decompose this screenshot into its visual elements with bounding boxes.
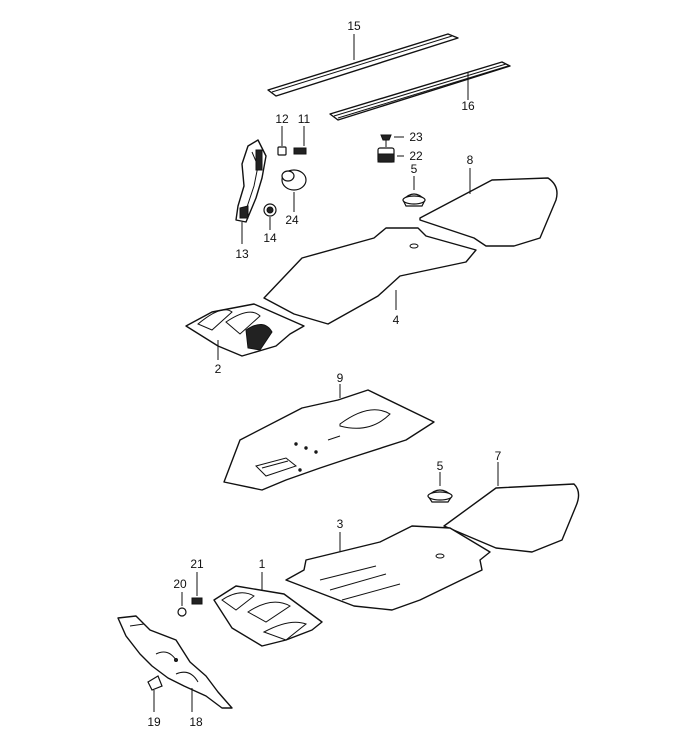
callout-23: 23 bbox=[409, 130, 423, 144]
callout-1: 1 bbox=[259, 557, 266, 571]
floor-mat-7 bbox=[443, 483, 580, 553]
floor-mat-8 bbox=[419, 177, 558, 247]
callout-22: 22 bbox=[409, 149, 423, 163]
callout-20: 20 bbox=[173, 577, 187, 591]
callout-5-upper: 5 bbox=[411, 162, 418, 176]
callout-5-lower: 5 bbox=[437, 459, 444, 473]
callout-24: 24 bbox=[285, 213, 299, 227]
callout-19: 19 bbox=[147, 715, 161, 729]
callout-21: 21 bbox=[190, 557, 204, 571]
callout-8: 8 bbox=[467, 153, 474, 167]
callout-18: 18 bbox=[189, 715, 203, 729]
floor-mat-9 bbox=[223, 389, 435, 491]
floor-carpet-4 bbox=[263, 227, 477, 325]
callout-3: 3 bbox=[337, 517, 344, 531]
pedal-mat-2 bbox=[185, 303, 305, 357]
sill-strip-upper bbox=[267, 33, 459, 97]
callout-4: 4 bbox=[393, 313, 400, 327]
bracket-13 bbox=[235, 139, 267, 223]
grommet-14 bbox=[263, 203, 277, 217]
heel-plate-18 bbox=[117, 615, 233, 709]
washer-20 bbox=[177, 607, 187, 617]
callout-7: 7 bbox=[495, 449, 502, 463]
screw-11 bbox=[293, 147, 307, 155]
callout-9: 9 bbox=[337, 371, 344, 385]
callout-13: 13 bbox=[235, 247, 249, 261]
clip-22 bbox=[377, 147, 395, 163]
callout-14: 14 bbox=[263, 231, 277, 245]
floor-carpet-3 bbox=[285, 525, 491, 611]
pedal-mat-1 bbox=[213, 585, 323, 647]
screw-23 bbox=[380, 134, 392, 147]
screw-21 bbox=[191, 597, 203, 605]
callout-12: 12 bbox=[275, 112, 289, 126]
callout-11: 11 bbox=[298, 112, 311, 126]
callout-15: 15 bbox=[347, 19, 361, 33]
callout-2: 2 bbox=[215, 362, 222, 376]
plug-5-upper bbox=[402, 193, 426, 207]
plug-5-lower bbox=[427, 489, 453, 503]
callout-16: 16 bbox=[461, 99, 475, 113]
washer-12 bbox=[277, 146, 287, 156]
clip-19 bbox=[147, 675, 163, 691]
sill-strip-lower bbox=[329, 61, 511, 121]
cap-24 bbox=[281, 169, 307, 191]
